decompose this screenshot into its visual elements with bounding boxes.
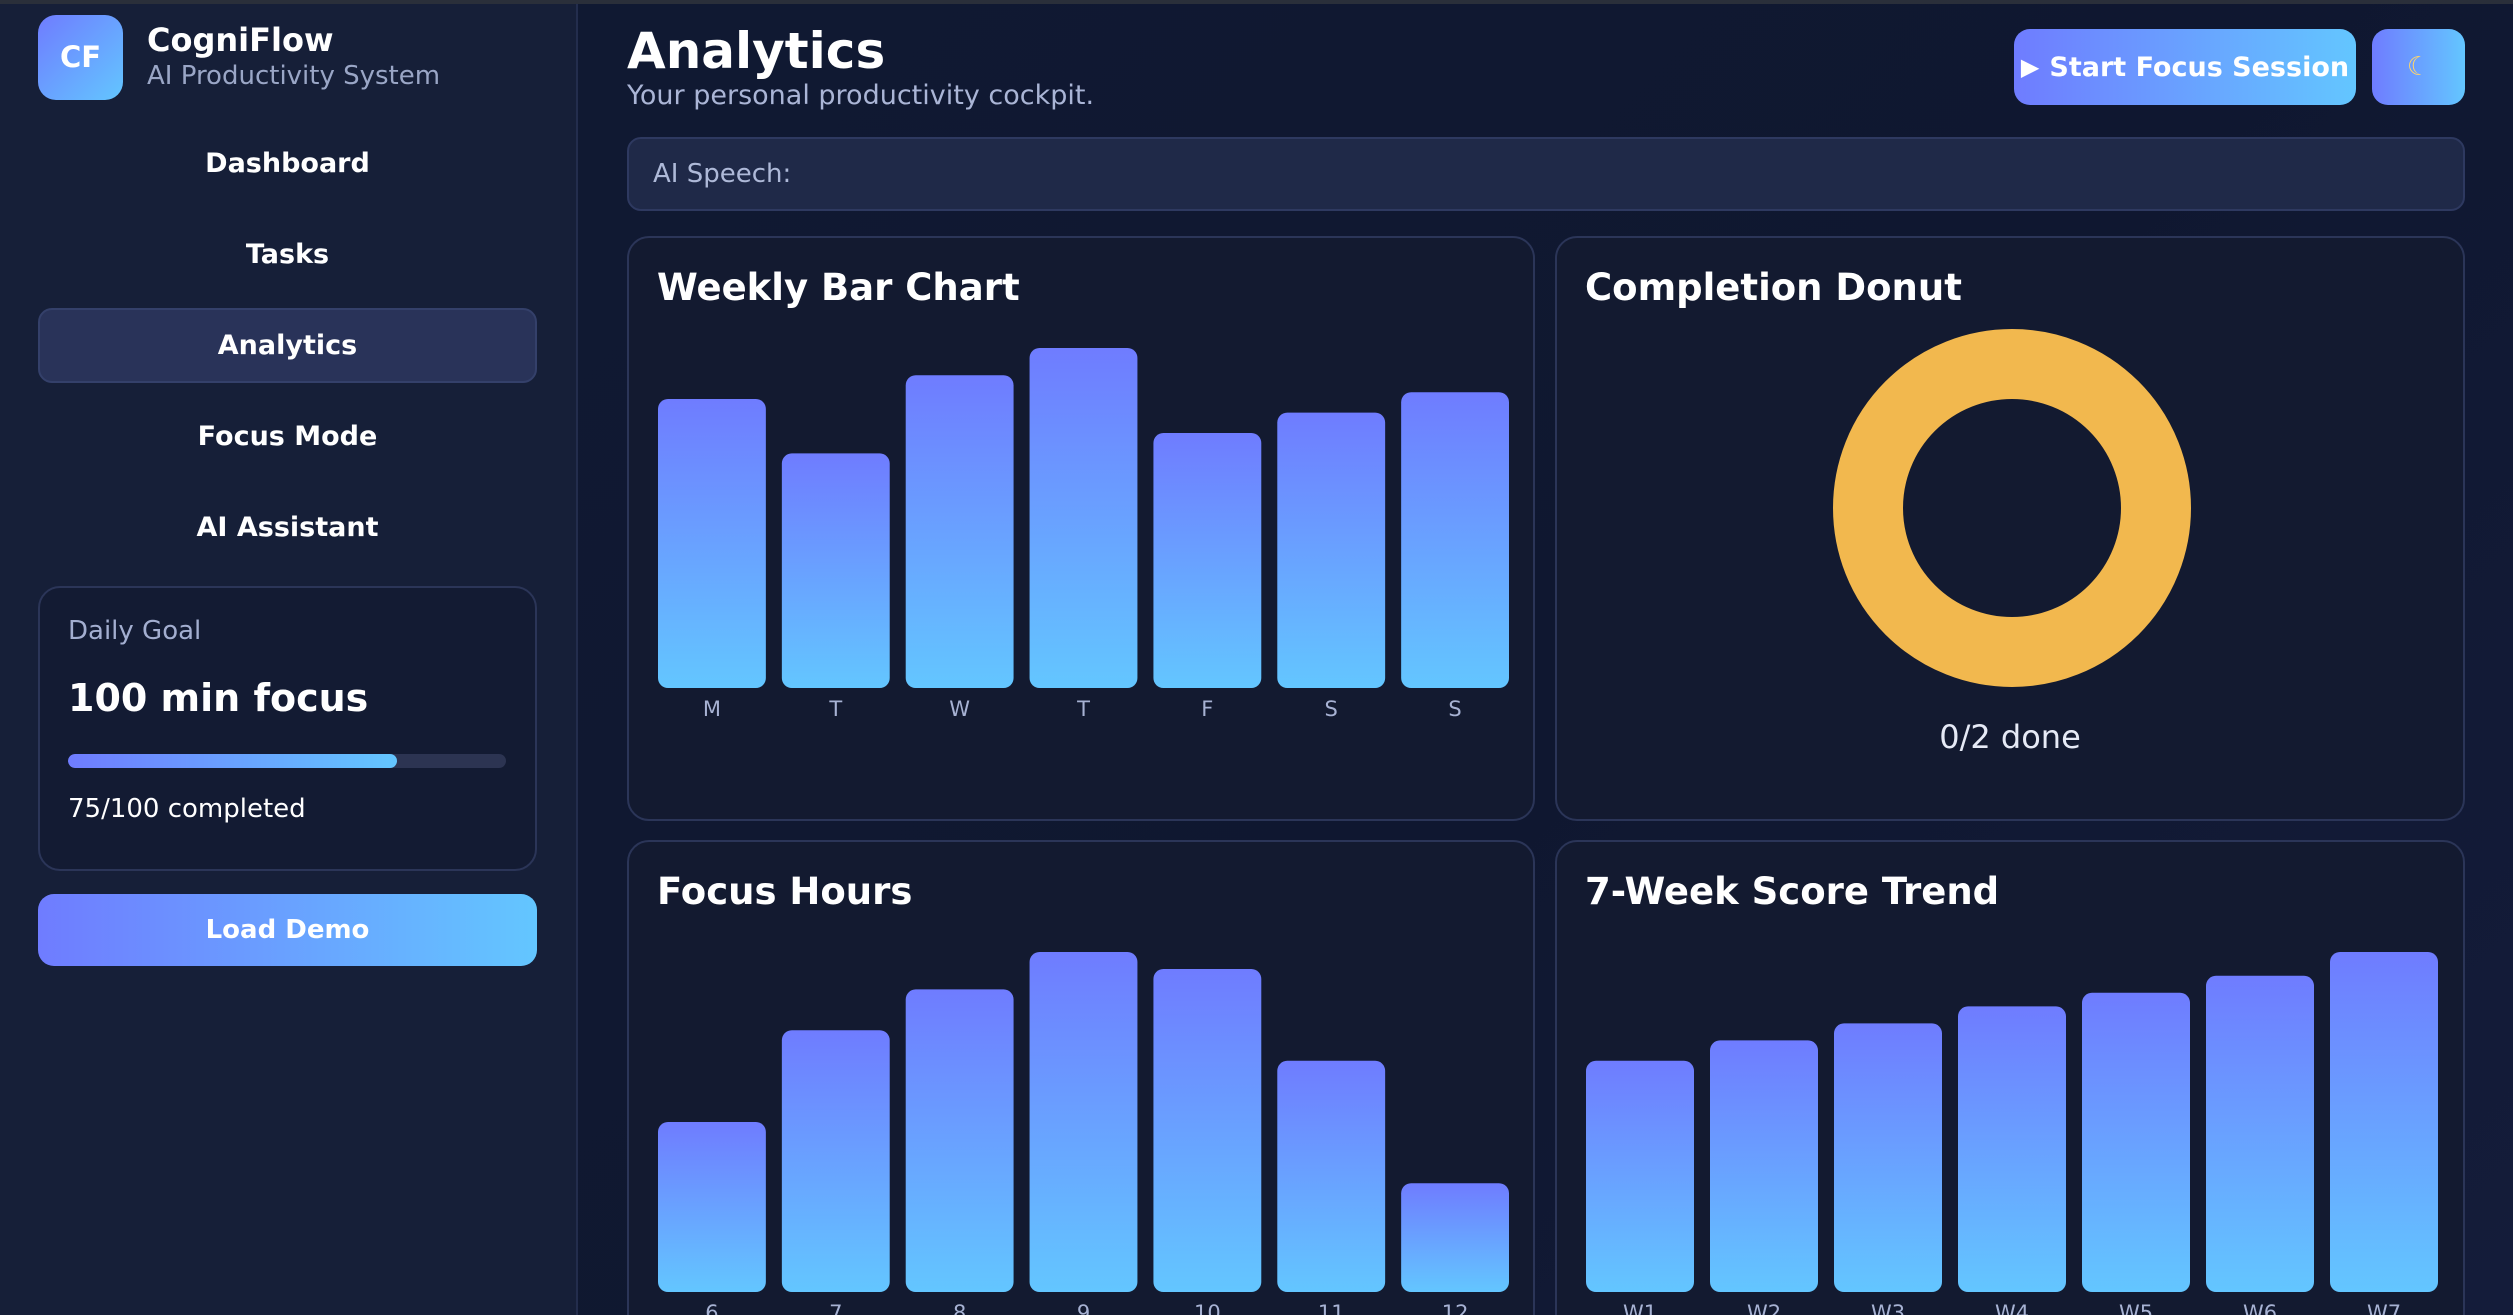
score-trend-bar [2082,992,2190,1292]
goal-progress-bar [68,754,506,768]
score-trend-tick-label: W4 [1995,1301,2029,1315]
score-trend-bar [2206,975,2314,1292]
score-trend-bar [1834,1023,1942,1292]
focus-hours-tick-label: 11 [1318,1301,1345,1315]
brand-subtitle: AI Productivity System [147,61,441,91]
daily-goal-value: 100 min focus [68,676,369,720]
main-content: Analytics Your personal productivity coc… [580,4,2513,1315]
play-icon: ▶ [2020,53,2040,81]
weekly-tick-label: W [949,697,970,721]
completion-donut-title: Completion Donut [1585,266,1962,309]
completion-donut-card: Completion Donut 0/2 done [1555,236,2465,821]
weekly-bar [905,375,1014,688]
score-trend-tick-label: W3 [1871,1301,1905,1315]
score-trend-bar [2330,952,2438,1292]
focus-hours-tick-label: 7 [829,1301,842,1315]
score-trend-title: 7-Week Score Trend [1585,870,2000,913]
weekly-bar [658,399,766,688]
score-trend-tick-label: W6 [2243,1301,2277,1315]
focus-hours-title: Focus Hours [657,870,913,913]
start-focus-session-label: Start Focus Session [2049,51,2350,83]
score-trend-bar [1958,1006,2066,1292]
focus-hours-bar [1401,1183,1509,1292]
donut-slice-remaining [1833,329,2191,687]
focus-hours-tick-label: 6 [705,1301,718,1315]
weekly-tick-label: S [1325,697,1338,721]
window-top-border [0,0,2513,4]
start-focus-session-button[interactable]: ▶ Start Focus Session [2014,29,2356,105]
weekly-bar [1153,433,1262,688]
sidebar-item-focus-mode[interactable]: Focus Mode [197,421,378,452]
sidebar-nav: Dashboard Tasks Analytics Focus Mode AI … [38,126,537,581]
focus-hours-bar [1029,952,1138,1292]
weekly-tick-label: F [1201,697,1213,721]
daily-goal-label: Daily Goal [68,616,202,646]
focus-hours-tick-label: 8 [953,1301,966,1315]
focus-hours-tick-label: 12 [1442,1301,1469,1315]
focus-hours-tick-label: 10 [1194,1301,1221,1315]
completion-donut-status: 0/2 done [1939,718,2081,756]
weekly-bar [1401,392,1509,688]
load-demo-button[interactable]: Load Demo [38,894,537,966]
focus-hours-tick-label: 9 [1077,1301,1090,1315]
weekly-bar [1277,412,1386,688]
sidebar: CF CogniFlow AI Productivity System Dash… [0,4,578,1315]
brand-logo: CF [38,14,123,100]
weekly-tick-label: T [828,697,842,721]
ai-speech-bar: AI Speech: [627,137,2465,211]
ai-speech-label: AI Speech: [653,159,792,189]
weekly-bar [781,453,890,688]
weekly-tick-label: M [703,697,721,721]
score-trend-card: 7-Week Score Trend W1 W2 W3 W4 W5 W6 W7 [1555,840,2465,1315]
brand: CF CogniFlow AI Productivity System [38,14,440,100]
weekly-tick-label: S [1448,697,1461,721]
weekly-tick-label: T [1076,697,1090,721]
sidebar-item-analytics[interactable]: Analytics [38,308,537,383]
brand-text: CogniFlow AI Productivity System [147,21,440,93]
moon-icon: ☾ [2406,52,2431,82]
focus-hours-bar [1153,969,1262,1292]
page-title: Analytics [627,22,886,80]
sidebar-item-tasks[interactable]: Tasks [245,239,330,270]
weekly-bar-chart-title: Weekly Bar Chart [657,266,1020,309]
score-trend-chart: W1 W2 W3 W4 W5 W6 W7 [1586,952,2438,1315]
sidebar-item-dashboard[interactable]: Dashboard [205,148,370,179]
weekly-bar [1029,348,1138,688]
focus-hours-bar [905,989,1014,1292]
weekly-bar-chart-card: Weekly Bar Chart M T W T F S S [627,236,1535,821]
brand-name: CogniFlow [147,21,334,59]
page-subtitle: Your personal productivity cockpit. [627,80,1095,111]
goal-progress-fill [68,754,397,768]
score-trend-tick-label: W7 [2367,1301,2401,1315]
focus-hours-bar [658,1122,766,1292]
goal-progress-status: 75/100 completed [68,794,306,824]
focus-hours-bar [781,1030,890,1292]
focus-hours-chart: 6 7 8 9 10 11 12 [658,952,1509,1315]
focus-hours-card: Focus Hours 6 7 8 9 10 11 12 [627,840,1535,1315]
score-trend-bar [1710,1040,1818,1292]
focus-hours-bar [1277,1060,1386,1292]
score-trend-bar [1586,1060,1694,1292]
score-trend-tick-label: W2 [1747,1301,1781,1315]
score-trend-tick-label: W5 [2119,1301,2153,1315]
completion-donut-chart [1833,329,2191,687]
sidebar-item-ai-assistant[interactable]: AI Assistant [196,512,379,543]
score-trend-tick-label: W1 [1623,1301,1657,1315]
daily-goal-card: Daily Goal 100 min focus 75/100 complete… [38,586,537,871]
theme-toggle-button[interactable]: ☾ [2372,29,2465,105]
